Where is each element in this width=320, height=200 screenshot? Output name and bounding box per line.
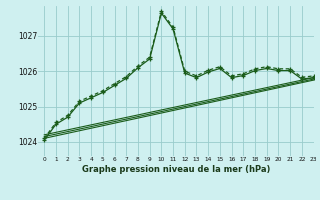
X-axis label: Graphe pression niveau de la mer (hPa): Graphe pression niveau de la mer (hPa)	[82, 165, 270, 174]
